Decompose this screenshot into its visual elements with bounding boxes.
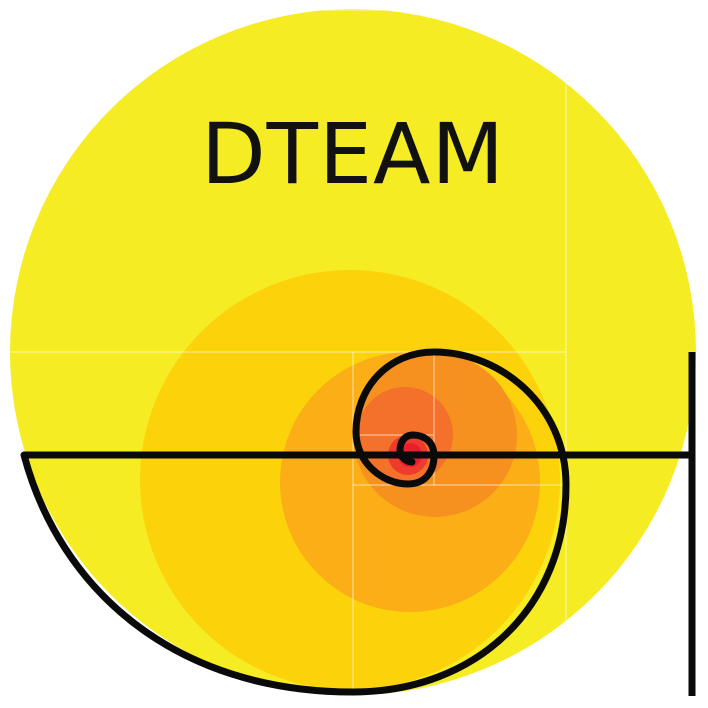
logo-wordmark: DTEAM [201, 105, 505, 203]
golden-spiral [20, 348, 570, 696]
